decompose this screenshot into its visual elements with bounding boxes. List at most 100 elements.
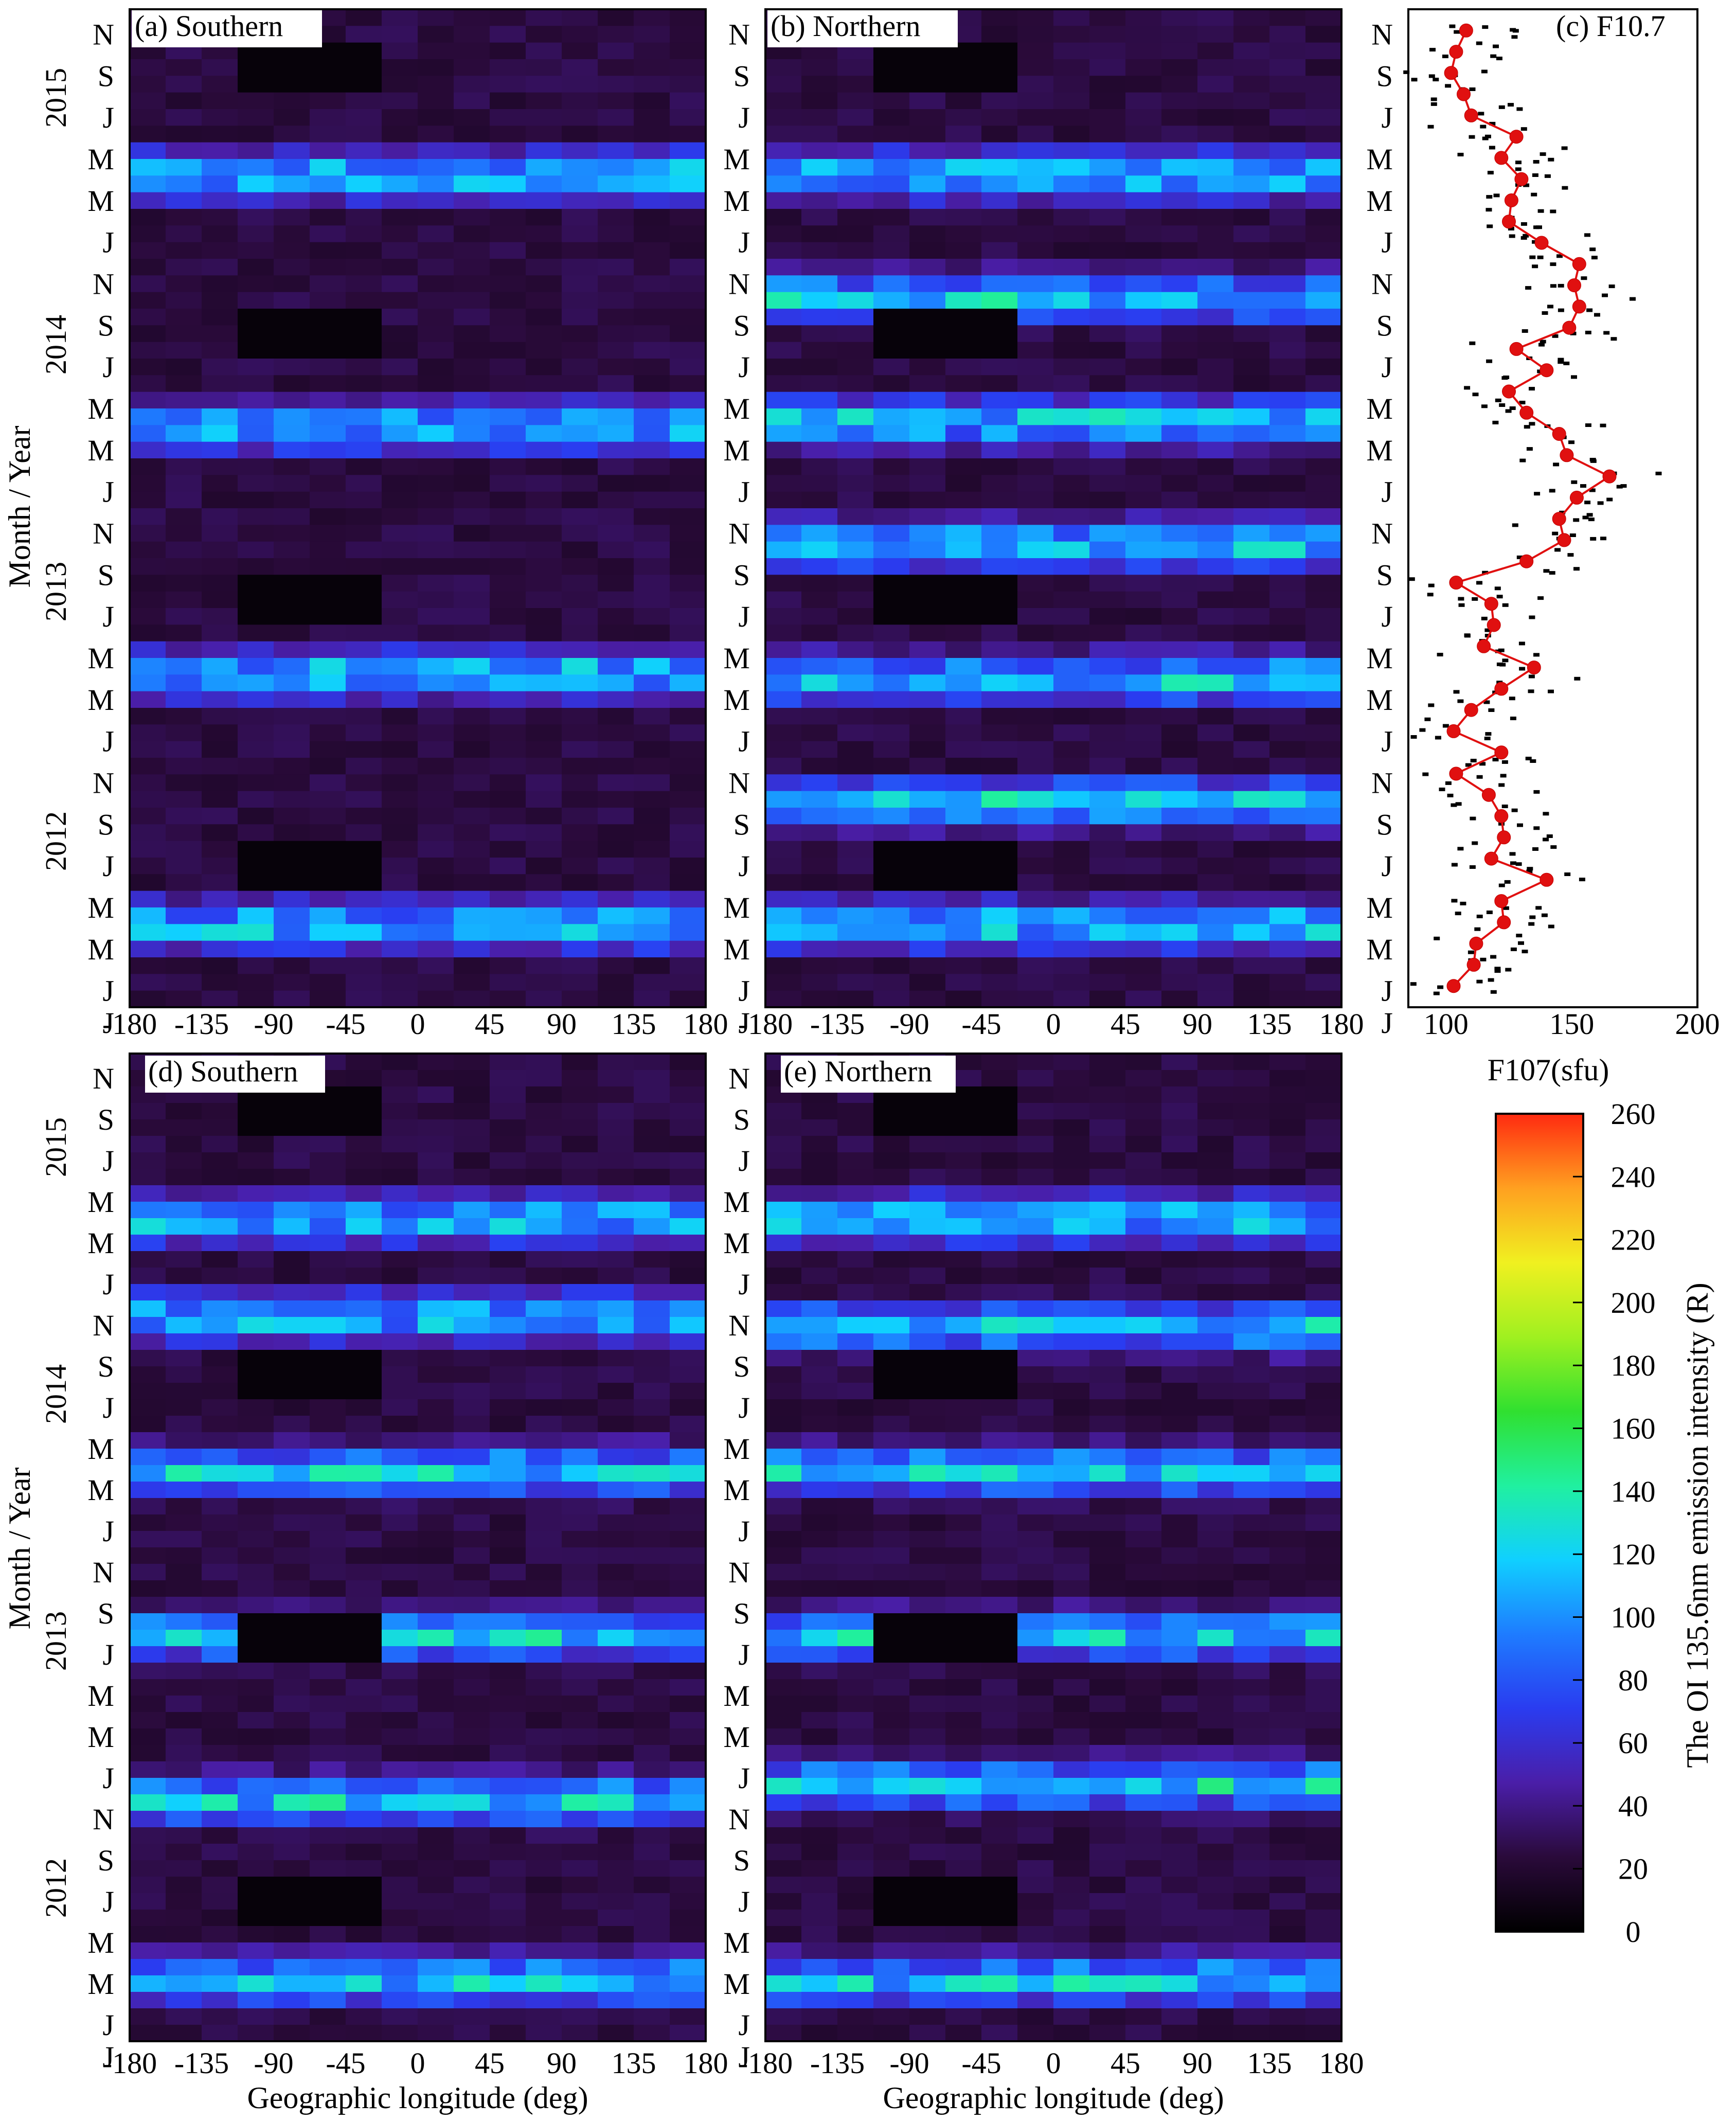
heat-cell	[909, 109, 946, 126]
heat-cell	[490, 957, 526, 974]
heat-cell	[801, 774, 838, 792]
heat-cell	[562, 1300, 598, 1317]
f107-daily-point	[1608, 284, 1615, 289]
heat-cell	[418, 791, 454, 808]
heat-cell	[1053, 209, 1090, 226]
heat-cell	[382, 974, 418, 991]
f107-daily-point	[1454, 30, 1460, 34]
heat-cell	[909, 1449, 946, 1466]
heat-cell	[382, 907, 418, 924]
heat-cell	[562, 1482, 598, 1499]
panel-a-month-label: M	[87, 142, 114, 176]
heat-cell	[981, 342, 1018, 359]
heat-cell	[130, 375, 166, 393]
heat-cell	[1089, 1663, 1126, 1680]
heat-cell	[346, 1860, 382, 1877]
heat-cell	[454, 1926, 490, 1943]
heat-cell	[873, 841, 910, 858]
heat-cell	[670, 1350, 706, 1367]
heat-cell	[526, 708, 562, 725]
heat-cell	[310, 1202, 346, 1219]
heat-cell	[274, 591, 310, 609]
heat-cell	[130, 1926, 166, 1943]
f107-daily-point	[1529, 422, 1535, 426]
heat-cell	[490, 458, 526, 475]
heat-cell	[346, 408, 382, 425]
heat-cell	[562, 1926, 598, 1943]
heat-cell	[801, 1482, 838, 1499]
heat-cell	[1017, 641, 1054, 658]
heat-cell	[837, 924, 874, 941]
heat-cell	[1125, 924, 1162, 941]
f107-monthly-mean-point	[1509, 130, 1524, 144]
heat-cell	[418, 1696, 454, 1713]
heat-cell	[526, 425, 562, 442]
heat-cell	[598, 1679, 634, 1696]
panel-b-title: (b) Northern	[771, 9, 921, 43]
heat-cell	[981, 1054, 1018, 1071]
heat-cell	[837, 708, 874, 725]
heat-cell	[346, 1613, 382, 1630]
heat-cell	[454, 808, 490, 825]
panel-e-month-label: N	[728, 1062, 750, 1095]
heat-cell	[873, 92, 910, 110]
heat-cell	[562, 1268, 598, 1285]
heat-cell	[801, 808, 838, 825]
heat-cell	[1233, 525, 1270, 542]
heat-cell	[238, 92, 274, 110]
heat-cell	[1305, 26, 1342, 43]
heat-cell	[634, 1696, 670, 1713]
heat-cell	[945, 1300, 982, 1317]
heat-cell	[238, 674, 274, 692]
f107-daily-point	[1532, 847, 1538, 851]
heat-cell	[873, 525, 910, 542]
heat-cell	[1161, 209, 1198, 226]
heat-cell	[310, 1877, 346, 1894]
heat-cell	[310, 741, 346, 758]
heat-cell	[765, 1218, 802, 1235]
heat-cell	[1197, 159, 1234, 176]
heat-cell	[454, 391, 490, 409]
heat-cell	[1017, 525, 1054, 542]
heat-cell	[1197, 1514, 1234, 1531]
panel-b-month-label: S	[733, 59, 750, 93]
f107-monthly-mean-point	[1519, 405, 1534, 420]
heat-cell	[490, 625, 526, 642]
heat-cell	[1197, 907, 1234, 924]
heat-cell	[1233, 957, 1270, 974]
panel-c-month-label: M	[1366, 641, 1393, 675]
heat-cell	[801, 1399, 838, 1416]
heat-cell	[238, 924, 274, 941]
heat-cell	[166, 359, 202, 376]
heat-cell	[873, 990, 910, 1008]
heat-cell	[801, 625, 838, 642]
heat-cell	[1269, 791, 1306, 808]
heat-cell	[490, 1251, 526, 1268]
heat-cell	[310, 1482, 346, 1499]
heat-cell	[1161, 1827, 1198, 1844]
heat-cell	[274, 808, 310, 825]
heat-cell	[454, 1860, 490, 1877]
heat-cell	[418, 1547, 454, 1564]
heat-cell	[130, 1547, 166, 1564]
heat-cell	[1161, 475, 1198, 492]
heat-cell	[1305, 940, 1342, 958]
longitude-tick-label: 45	[475, 2046, 505, 2080]
heat-cell	[1197, 1152, 1234, 1169]
heat-cell	[670, 242, 706, 259]
heat-cell	[1017, 1383, 1054, 1400]
heat-cell	[562, 1860, 598, 1877]
heat-cell	[1089, 1712, 1126, 1729]
heat-cell	[382, 1333, 418, 1350]
heat-cell	[202, 974, 238, 991]
heat-cell	[801, 1959, 838, 1976]
heat-cell	[837, 491, 874, 509]
heat-cell	[981, 858, 1018, 875]
heat-cell	[1017, 309, 1054, 326]
panel-c-title: (c) F10.7	[1556, 9, 1666, 43]
heat-cell	[274, 890, 310, 908]
heat-cell	[490, 192, 526, 209]
heat-cell	[1233, 1811, 1270, 1828]
heat-cell	[634, 1152, 670, 1169]
heat-cell	[909, 890, 946, 908]
